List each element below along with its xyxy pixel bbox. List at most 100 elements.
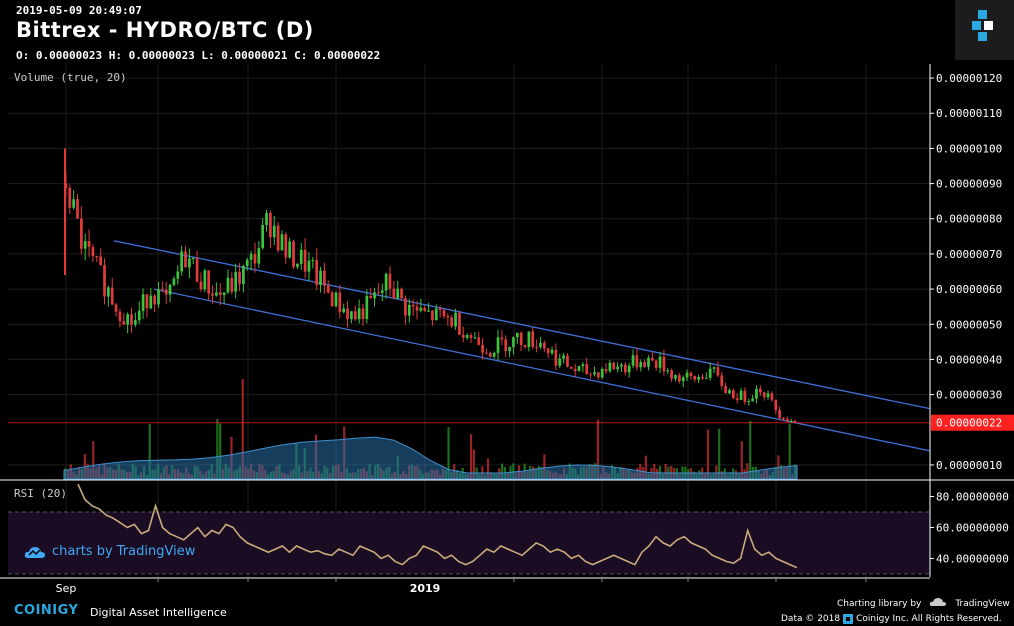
candle-body <box>380 290 384 293</box>
volume-bar <box>500 463 504 479</box>
candle-body <box>83 241 87 249</box>
coinigy-logo-icon[interactable] <box>955 0 1014 60</box>
candle-body <box>542 342 546 349</box>
rsi-indicator-label[interactable]: RSI (20) <box>14 487 67 500</box>
candle-body <box>720 375 724 386</box>
candle-body <box>326 285 330 293</box>
candle-body <box>458 312 461 335</box>
candle-body <box>731 390 735 399</box>
candle-body <box>438 308 442 311</box>
candle-body <box>415 306 419 311</box>
price-axis-label: 0.00000030 <box>936 389 1002 402</box>
volume-bar <box>148 424 151 479</box>
candle-body <box>446 316 450 318</box>
price-axis-label: 0.00000090 <box>936 178 1002 191</box>
candle-body <box>396 288 400 299</box>
candle-body <box>728 390 731 394</box>
candle-body <box>276 225 280 251</box>
candle-body <box>299 249 303 264</box>
candle-body <box>292 241 295 267</box>
candle-body <box>126 314 130 325</box>
candle-body <box>766 393 770 398</box>
candle-body <box>407 304 411 316</box>
candle-body <box>704 377 708 379</box>
candle-body <box>670 370 673 379</box>
candle-body <box>199 281 203 290</box>
candle-body <box>357 308 361 320</box>
candle-body <box>253 254 257 264</box>
candle-body <box>762 392 766 398</box>
candle-body <box>697 376 700 380</box>
candle-body <box>527 331 531 348</box>
candle-body <box>191 257 195 259</box>
candle-body <box>215 292 218 296</box>
axes: 0.00000120 0.00000110 0.00000100 0.00000090… <box>0 64 1014 595</box>
candle-body <box>793 420 797 423</box>
candle-body <box>519 332 523 346</box>
candle-body <box>107 287 110 297</box>
candle-body <box>758 388 762 393</box>
candle-body <box>666 370 670 372</box>
price-axis-label: 0.00000060 <box>936 283 1002 296</box>
candle-body <box>496 337 500 353</box>
candle-body <box>716 367 720 376</box>
candle-body <box>419 307 423 311</box>
tradingview-cloud-icon <box>24 546 45 558</box>
candle-body <box>68 188 72 208</box>
candle-body <box>782 418 785 420</box>
candle-body <box>596 372 600 378</box>
candle-body <box>674 375 677 379</box>
candle-body <box>434 308 438 321</box>
candle-body <box>650 357 654 361</box>
candle-body <box>284 234 288 258</box>
candle-body <box>627 365 631 373</box>
candle-body <box>508 347 511 352</box>
candle-body <box>431 310 434 321</box>
candle-body <box>427 310 430 312</box>
candle-body <box>361 308 365 319</box>
candle-body <box>681 377 685 382</box>
candle-body <box>404 298 407 316</box>
candle-body <box>442 310 446 317</box>
tradingview-credit: TradingView <box>955 598 1010 609</box>
current-price-tag <box>931 414 1014 431</box>
volume-indicator-label[interactable]: Volume (true, 20) <box>14 71 127 84</box>
price-channel <box>8 240 931 452</box>
candle-body <box>643 362 646 367</box>
candle-body <box>99 256 103 266</box>
candle-body <box>789 420 793 422</box>
volume-bar <box>472 449 476 479</box>
candle-body <box>207 270 211 294</box>
time-axis-label: 2019 <box>410 582 441 595</box>
tradingview-watermark[interactable]: charts by TradingView <box>24 544 195 559</box>
candle-body <box>168 284 172 295</box>
candle-body <box>539 342 542 347</box>
timestamp: 2019-05-09 20:49:07 <box>16 4 142 17</box>
watermark-text: charts by TradingView <box>52 544 196 559</box>
candle-body <box>218 292 222 296</box>
candle-body <box>176 271 180 279</box>
candle-body <box>604 368 608 372</box>
charting-credit[interactable]: Charting library by TradingView <box>837 597 1010 610</box>
candle-body <box>485 352 488 354</box>
candle-body <box>315 260 319 285</box>
volume-bar <box>664 463 667 479</box>
rsi-axis-label: 80.00000000 <box>936 490 1009 503</box>
candle-body <box>450 317 454 327</box>
volume-bar <box>469 434 473 479</box>
price-axis-label: 0.00000040 <box>936 353 1002 366</box>
candle-body <box>226 277 230 293</box>
candle-body <box>500 337 504 340</box>
candle-body <box>141 294 145 311</box>
coinigy-tagline: Digital Asset Intelligence <box>90 606 227 619</box>
candle-body <box>303 249 307 272</box>
candle-body <box>535 346 538 348</box>
candle-body <box>608 362 612 372</box>
candle-body <box>755 388 758 399</box>
candle-body <box>658 356 662 368</box>
candle-body <box>743 390 747 402</box>
volume-bar <box>219 423 222 479</box>
candle-body <box>577 366 581 372</box>
price-axis-label: 0.00000100 <box>936 142 1002 155</box>
